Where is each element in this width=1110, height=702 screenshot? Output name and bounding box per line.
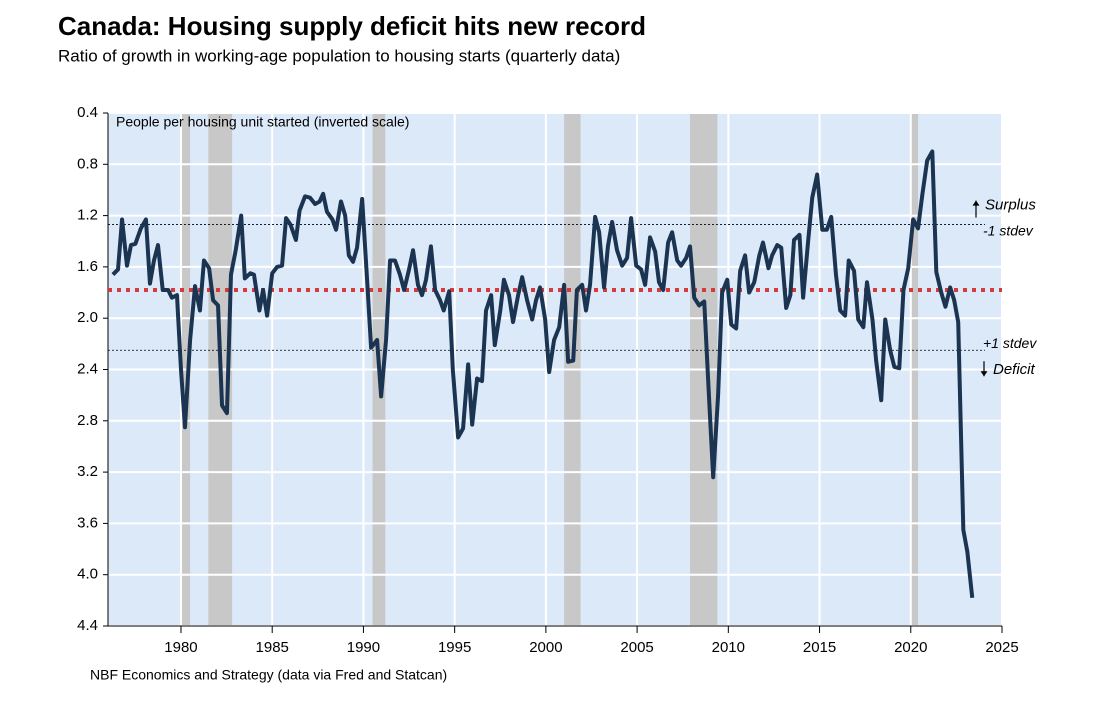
- y-tick-label: 0.8: [77, 155, 98, 172]
- x-tick-label: 2005: [620, 639, 653, 656]
- x-tick-label: 1985: [256, 639, 289, 656]
- source-note: NBF Economics and Strategy (data via Fre…: [90, 667, 447, 683]
- y-tick-label: 2.4: [77, 360, 98, 377]
- y-tick-label: 3.6: [77, 514, 98, 531]
- x-tick-label: 1980: [164, 639, 197, 656]
- y-tick-label: 1.6: [77, 258, 98, 275]
- y-tick-label: 2.0: [77, 309, 98, 326]
- chart-subtitle: Ratio of growth in working-age populatio…: [58, 46, 620, 65]
- y-tick-label: 0.4: [77, 104, 98, 121]
- zone-label: Deficit: [993, 361, 1036, 378]
- y-tick-label: 2.8: [77, 412, 98, 429]
- zone-arrowhead: [972, 200, 980, 206]
- x-tick-label: 2025: [985, 639, 1018, 656]
- y-tick-label: 3.2: [77, 463, 98, 480]
- x-tick-label: 1990: [347, 639, 380, 656]
- x-tick-label: 2015: [803, 639, 836, 656]
- chart-title: Canada: Housing supply deficit hits new …: [58, 11, 646, 41]
- y-axis-title: People per housing unit started (inverte…: [116, 114, 409, 130]
- y-tick-label: 4.4: [77, 617, 98, 634]
- x-tick-label: 2000: [529, 639, 562, 656]
- y-tick-label: 4.0: [77, 566, 98, 583]
- x-tick-label: 1995: [438, 639, 471, 656]
- zone-arrowhead: [980, 371, 988, 377]
- stdev-label: +1 stdev: [983, 335, 1037, 351]
- x-tick-label: 2020: [894, 639, 927, 656]
- data-line: [111, 149, 975, 598]
- zone-label: Surplus: [985, 197, 1036, 214]
- stdev-label: -1 stdev: [983, 222, 1034, 238]
- y-tick-label: 1.2: [77, 207, 98, 224]
- x-tick-label: 2010: [712, 639, 745, 656]
